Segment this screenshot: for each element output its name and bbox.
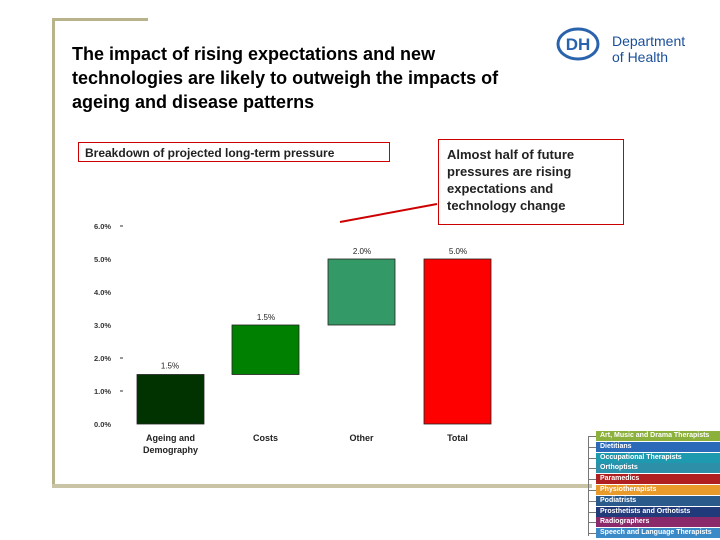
profession-connector (588, 446, 596, 448)
profession-label: Physiotherapists (600, 485, 657, 493)
profession-item: Prosthetists and Orthotists (588, 506, 720, 517)
profession-connector (588, 533, 596, 535)
profession-label: Art, Music and Drama Therapists (600, 432, 710, 439)
profession-connector (588, 468, 596, 470)
profession-label: Paramedics (600, 475, 640, 483)
category-label: Ageing and (146, 433, 195, 443)
category-label: Total (447, 433, 468, 443)
profession-connector (588, 522, 596, 524)
y-tick-label: 2.0% (94, 354, 111, 363)
profession-item: Speech and Language Therapists (588, 528, 720, 539)
category-label: Other (349, 433, 374, 443)
category-label: Costs (253, 433, 278, 443)
profession-item: Occupational Therapists (588, 452, 720, 463)
y-axis: 0.0% 1.0% 2.0% 3.0% 4.0% 5.0% 6.0% (94, 222, 123, 429)
y-tick-label: 4.0% (94, 288, 111, 297)
profession-connector (588, 479, 596, 481)
profession-label: Speech and Language Therapists (600, 529, 712, 537)
profession-label: Occupational Therapists (600, 453, 682, 461)
profession-item: Physiotherapists (588, 484, 720, 495)
profession-item: Paramedics (588, 474, 720, 485)
profession-item: Orthoptists (588, 463, 720, 474)
bars (136, 258, 492, 425)
data-label: 1.5% (161, 362, 179, 371)
profession-connector (588, 457, 596, 459)
y-tick-label: 3.0% (94, 321, 111, 330)
profession-item: Podiatrists (588, 495, 720, 506)
y-tick-label: 5.0% (94, 255, 111, 264)
frame-bottom-border (52, 484, 592, 488)
dh-logo-mark: DH (556, 27, 600, 61)
data-label: 5.0% (449, 247, 467, 256)
profession-label: Prosthetists and Orthotists (600, 507, 691, 515)
bar-other (327, 258, 396, 326)
data-label: 1.5% (257, 313, 275, 322)
profession-connector (588, 511, 596, 513)
logo-line-2: of Health (612, 49, 669, 65)
profession-label: Podiatrists (600, 496, 637, 504)
profession-item: Radiographers (588, 517, 720, 528)
profession-connector (588, 436, 596, 437)
callout-pointer (339, 203, 438, 223)
profession-connector (588, 500, 596, 502)
callout-box: Almost half of future pressures are risi… (438, 139, 624, 225)
profession-label: Radiographers (600, 518, 650, 526)
profession-label: Dietitians (600, 442, 632, 450)
logo-mark-text: DH (566, 35, 591, 54)
profession-list: Art, Music and Drama Therapists Dietitian… (588, 431, 720, 539)
y-tick-label: 1.0% (94, 387, 111, 396)
data-labels: 1.5% 1.5% 2.0% 5.0% (161, 247, 467, 371)
slide-title: The impact of rising expectations and ne… (72, 44, 499, 112)
profession-item: Art, Music and Drama Therapists (588, 431, 720, 441)
data-label: 2.0% (353, 247, 371, 256)
logo-line-1: Department (612, 33, 686, 49)
profession-label: Orthoptists (600, 464, 638, 472)
y-tick-label: 6.0% (94, 222, 111, 231)
category-label: Demography (143, 445, 198, 455)
profession-list-stem (588, 436, 589, 536)
x-axis-categories: Ageing and Demography Costs Other Total (143, 433, 468, 455)
logo-text: Department of Health (612, 33, 685, 65)
bar-total (423, 258, 492, 425)
bar-costs (231, 324, 300, 375)
profession-item: Dietitians (588, 441, 720, 452)
bar-ageing-and-demography (136, 374, 205, 425)
profession-connector (588, 489, 596, 491)
frame-left-border (52, 18, 55, 488)
frame-top-border (52, 18, 148, 21)
chart-label: Breakdown of projected long-term pressur… (78, 142, 390, 162)
y-tick-label: 0.0% (94, 420, 111, 429)
